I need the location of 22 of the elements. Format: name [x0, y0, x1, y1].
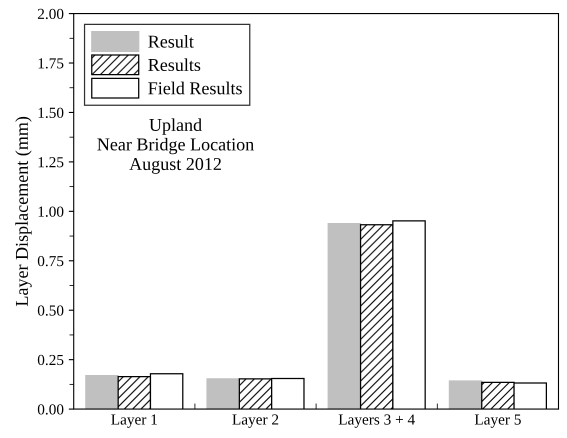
y-tick-label: 0.75 — [38, 256, 64, 266]
y-tick-label: 2.00 — [38, 8, 64, 20]
x-tick-label: Layer 1 — [111, 414, 157, 428]
legend-label: Results — [148, 58, 200, 72]
x-tick-label: Layer 2 — [232, 414, 278, 428]
y-tick-label: 1.50 — [38, 108, 64, 118]
legend-label: Result — [148, 34, 194, 48]
y-tick-label: 0.50 — [38, 305, 64, 316]
bar — [448, 380, 482, 410]
y-tick-label: 1.75 — [38, 58, 64, 69]
x-tick-label: Layer 5 — [474, 414, 521, 428]
y-tick-label: 0.25 — [38, 354, 64, 366]
y-tick-label: 1.00 — [38, 206, 64, 217]
bar — [206, 378, 240, 410]
legend-label: Field Results — [148, 82, 242, 94]
y-tick-label: 1.25 — [38, 157, 64, 168]
y-axis-title: Layer Displacement (mm) — [15, 116, 32, 306]
x-tick-label: Layers 3 + 4 — [338, 414, 415, 428]
y-tick-label: 0.00 — [38, 404, 64, 415]
bar — [328, 222, 362, 410]
bar — [85, 375, 119, 410]
annotation: Upland Near Bridge Location August 2012 — [97, 118, 254, 174]
